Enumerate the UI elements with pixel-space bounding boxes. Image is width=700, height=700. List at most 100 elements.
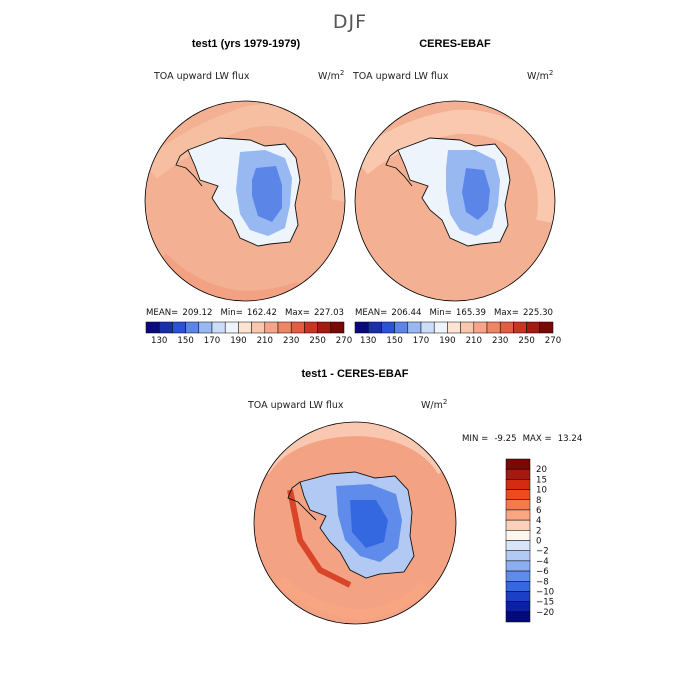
peninsula-coast-difference <box>287 481 317 521</box>
colorbar-swatch-test1 <box>224 321 239 334</box>
map-boundary-ceres <box>354 100 556 302</box>
panel-title-difference: test1 - CERES-EBAF <box>302 368 409 380</box>
colorbar-ceres: 130 150 170 190 210 230 250 270 <box>354 321 561 346</box>
colorbar-tick-label-difference: 8 <box>536 496 541 506</box>
panel-title-ceres: CERES-EBAF <box>419 38 491 50</box>
colorbar-swatch-difference <box>505 499 531 511</box>
colorbar-tick-label-difference: 2 <box>536 526 541 536</box>
plateau-inner-difference <box>350 500 388 548</box>
colorbar-tick-label-difference: 0 <box>536 537 541 547</box>
colorbar-swatch-test1 <box>145 321 160 334</box>
colorbar-swatch-test1 <box>198 321 213 334</box>
variable-label-ceres: TOA upward LW flux <box>352 71 449 82</box>
colorbar-tick-label-difference: 10 <box>536 486 547 496</box>
colorbar-tick-label-difference: 20 <box>536 465 547 475</box>
colorbar-tick-label-ceres: 130 <box>360 336 376 346</box>
colorbar-swatch-test1 <box>317 321 332 334</box>
colorbar-swatch-ceres <box>526 321 541 334</box>
stats-difference: MIN = -9.25 MAX = 13.24 <box>462 434 582 444</box>
colorbar-swatch-ceres <box>354 321 369 334</box>
units-label-ceres: W/m2 <box>527 69 553 82</box>
colorbar-swatch-difference <box>505 519 531 531</box>
colorbar-swatch-test1 <box>304 321 318 334</box>
panel-difference: test1 - CERES-EBAF TOA upward LW flux W/… <box>247 368 582 625</box>
colorbar-tick-label-ceres: 170 <box>413 336 429 346</box>
panel-ceres: CERES-EBAF TOA upward LW flux W/m2 MEAN=… <box>352 38 561 346</box>
colorbar-tick-label-test1: 190 <box>230 336 246 346</box>
colorbar-swatch-test1 <box>264 321 279 334</box>
colorbar-swatch-test1 <box>172 321 186 334</box>
colorbar-swatch-difference <box>505 570 531 582</box>
colorbar-tick-label-difference: 15 <box>536 475 547 485</box>
colorbar-tick-label-test1: 150 <box>177 336 193 346</box>
panel-test1: test1 (yrs 1979-1979) TOA upward LW flux… <box>144 38 352 346</box>
colorbar-swatch-difference <box>505 540 531 551</box>
map-difference <box>254 422 456 624</box>
map-ceres <box>355 101 555 301</box>
colorbar-swatch-difference <box>505 601 531 613</box>
units-label-test1: W/m2 <box>318 69 344 82</box>
colorbar-swatch-ceres <box>473 321 488 334</box>
plateau-inner-ceres <box>462 168 490 220</box>
colorbar-tick-label-ceres: 210 <box>466 336 482 346</box>
plateau-inner-test1 <box>252 166 282 222</box>
colorbar-tick-label-difference: −15 <box>536 598 554 608</box>
colorbar-swatch-difference <box>505 530 531 541</box>
colorbar-swatch-ceres <box>433 321 448 334</box>
colorbar-tick-label-test1: 210 <box>257 336 273 346</box>
colorbar-swatch-difference <box>505 479 531 490</box>
colorbar-swatch-ceres <box>381 321 395 334</box>
colorbar-swatch-difference <box>505 509 531 521</box>
stats-test1: MEAN= 209.12 Min= 162.42 Max= 227.03 <box>146 308 344 318</box>
units-label-difference: W/m2 <box>421 398 447 411</box>
colorbar-tick-label-test1: 170 <box>204 336 220 346</box>
stats-ceres: MEAN= 206.44 Min= 165.39 Max= 225.30 <box>355 308 553 318</box>
colorbar-tick-label-test1: 130 <box>151 336 167 346</box>
colorbar-swatch-ceres <box>407 321 422 334</box>
peninsula-coast-test1 <box>175 149 203 187</box>
colorbar-swatch-difference <box>505 468 531 480</box>
colorbar-tick-label-ceres: 150 <box>386 336 402 346</box>
colorbar-swatch-test1 <box>290 321 305 334</box>
colorbar-test1: 130 150 170 190 210 230 250 270 <box>145 321 352 346</box>
map-boundary-test1 <box>144 100 346 302</box>
colorbar-tick-label-difference: −10 <box>536 587 554 597</box>
colorbar-tick-label-difference: −4 <box>536 557 549 567</box>
colorbar-swatch-ceres <box>394 321 409 334</box>
colorbar-tick-label-difference: 4 <box>536 516 541 526</box>
colorbar-swatch-test1 <box>158 321 173 334</box>
map-test1 <box>145 101 345 301</box>
colorbar-tick-label-difference: 6 <box>536 506 541 516</box>
colorbar-swatch-difference <box>505 591 531 602</box>
colorbar-tick-label-ceres: 230 <box>492 336 508 346</box>
colorbar-swatch-ceres <box>447 321 461 334</box>
colorbar-swatch-test1 <box>211 321 226 334</box>
colorbar-tick-label-test1: 270 <box>336 336 352 346</box>
colorbar-tick-label-difference: −6 <box>536 567 549 577</box>
colorbar-tick-label-difference: −20 <box>536 608 554 618</box>
peninsula-coast-ceres <box>385 149 413 187</box>
colorbar-tick-label-ceres: 250 <box>518 336 534 346</box>
colorbar-swatch-test1 <box>251 321 266 334</box>
strong-warm-band-difference <box>287 489 352 588</box>
colorbar-swatch-difference <box>505 560 531 572</box>
colorbar-swatch-ceres <box>367 321 382 334</box>
colorbar-swatch-ceres <box>460 321 475 334</box>
colorbar-swatch-ceres <box>539 321 554 334</box>
colorbar-tick-label-ceres: 190 <box>439 336 455 346</box>
panel-title-test1: test1 (yrs 1979-1979) <box>192 38 301 50</box>
colorbar-tick-label-test1: 230 <box>283 336 299 346</box>
map-boundary-difference <box>253 421 457 625</box>
colorbar-swatch-ceres <box>420 321 435 334</box>
colorbar-tick-label-difference: −8 <box>536 577 549 587</box>
colorbar-swatch-test1 <box>277 321 292 334</box>
outer-band-difference <box>276 576 429 621</box>
colorbar-swatch-test1 <box>330 321 345 334</box>
colorbar-swatch-ceres <box>486 321 501 334</box>
colorbar-swatch-difference <box>505 581 531 592</box>
colorbar-swatch-difference <box>505 550 531 562</box>
variable-label-difference: TOA upward LW flux <box>247 400 344 411</box>
lighter-band-ceres <box>355 109 555 225</box>
